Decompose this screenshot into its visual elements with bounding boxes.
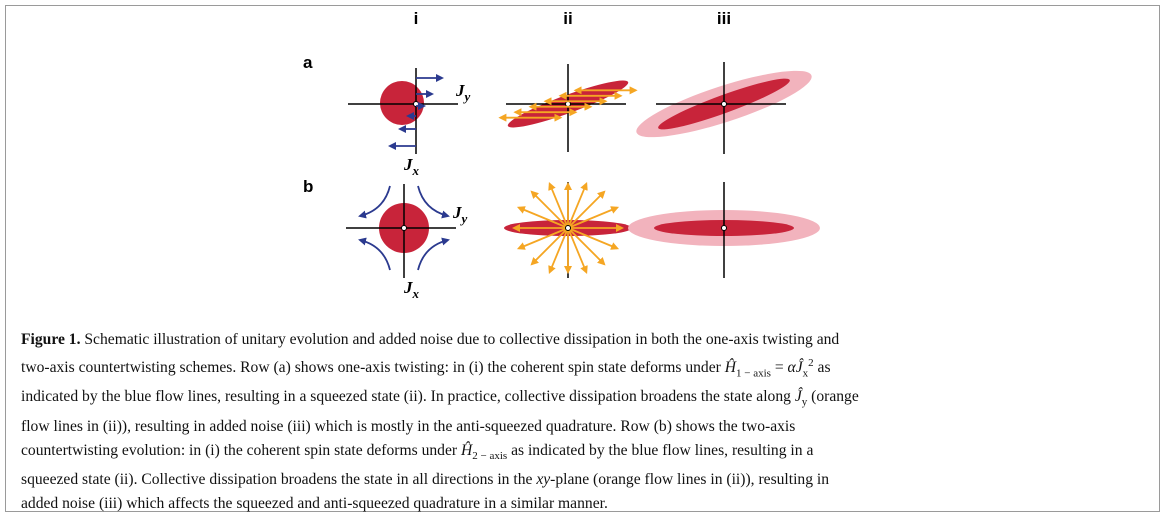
dissipation-arrow: [530, 227, 569, 266]
caption-text: two-axis countertwisting schemes. Row (a…: [21, 358, 725, 376]
dissipation-arrow: [567, 190, 606, 229]
flow-arrow: [358, 185, 391, 219]
caption-text: Figure 1.: [21, 331, 81, 348]
caption-text: 1 − axis: [736, 366, 771, 379]
axis-label: Jy: [455, 81, 471, 104]
caption-text: Ĵ: [795, 358, 803, 376]
center-dot: [721, 101, 727, 107]
center-dot: [565, 225, 571, 231]
flow-arrow: [358, 237, 391, 271]
caption-text: =: [770, 358, 788, 376]
caption-text: 2 − axis: [472, 449, 508, 462]
caption-text: as: [813, 358, 831, 376]
flow-arrow: [417, 237, 450, 271]
row-label: b: [303, 177, 313, 196]
caption-text: y: [801, 396, 808, 409]
dissipation-arrow: [567, 227, 588, 275]
row-label: a: [303, 53, 313, 72]
caption-line: squeezed state (ii). Collective dissipat…: [21, 468, 859, 492]
caption-text: countertwisting evolution: in (i) the co…: [21, 441, 461, 459]
caption-line: indicated by the blue flow lines, result…: [21, 385, 859, 415]
caption: Figure 1. Schematic illustration of unit…: [21, 328, 859, 516]
figure-frame: i ii iii a b Jy Jx Jy Jx Figure 1. Schematic ill…: [5, 5, 1160, 512]
caption-line: Figure 1. Schematic illustration of unit…: [21, 328, 859, 352]
caption-text: xy: [536, 471, 551, 489]
axis-label: Jx: [403, 155, 420, 178]
column-label: iii: [717, 9, 731, 28]
column-label: ii: [563, 9, 572, 28]
dissipation-arrow: [567, 227, 620, 250]
dissipation-arrow: [567, 227, 606, 266]
axis-label: Jx: [403, 278, 420, 301]
dissipation-arrow: [530, 190, 569, 229]
caption-text: indicated by the blue flow lines, result…: [21, 388, 795, 406]
caption-line: countertwisting evolution: in (i) the co…: [21, 439, 859, 469]
flow-arrow: [417, 185, 450, 219]
dissipation-arrow: [548, 181, 569, 229]
caption-text: Ĥ: [460, 441, 473, 459]
caption-text: added noise (iii) which affects the sque…: [21, 495, 608, 513]
caption-text: x: [802, 366, 809, 379]
center-dot: [401, 225, 407, 231]
dissipation-arrow: [516, 227, 569, 250]
dissipation-arrow: [548, 227, 569, 275]
caption-text: Ĵ: [794, 388, 802, 406]
dissipation-arrow: [567, 206, 620, 229]
caption-text: 2: [808, 356, 814, 369]
caption-text: as indicated by the blue flow lines, res…: [507, 441, 814, 459]
center-dot: [565, 101, 571, 107]
dissipation-arrow: [567, 181, 588, 229]
caption-line: added noise (iii) which affects the sque…: [21, 492, 859, 516]
caption-text: squeezed state (ii). Collective dissipat…: [21, 471, 537, 489]
caption-text: Ĥ: [724, 358, 737, 376]
dissipation-arrow: [516, 206, 569, 229]
caption-line: flow lines in (ii)), resulting in added …: [21, 415, 859, 439]
caption-text: flow lines in (ii)), resulting in added …: [21, 418, 796, 436]
caption-text: Schematic illustration of unitary evolut…: [80, 331, 840, 348]
caption-text: α: [787, 358, 796, 376]
caption-text: -plane (orange flow lines in (ii)), resu…: [550, 471, 830, 489]
center-dot: [721, 225, 727, 231]
caption-line: two-axis countertwisting schemes. Row (a…: [21, 352, 859, 386]
caption-text: (orange: [807, 388, 859, 406]
axis-label: Jy: [452, 203, 468, 226]
column-label: i: [414, 9, 419, 28]
